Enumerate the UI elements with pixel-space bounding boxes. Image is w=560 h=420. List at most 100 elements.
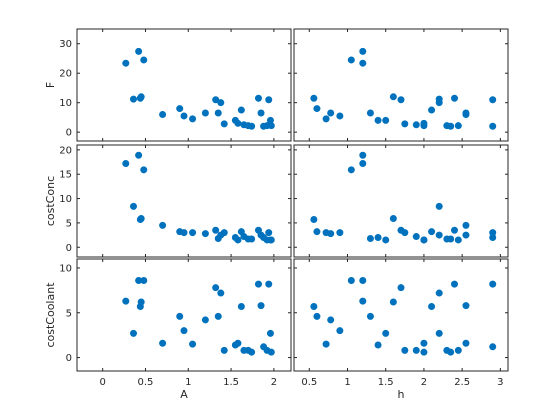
x-tick-label: 1.5 — [223, 377, 239, 388]
data-point — [248, 122, 256, 130]
data-point — [435, 99, 443, 107]
x-tick-label: 0.5 — [138, 377, 154, 388]
panel-f-vs-a-frame — [76, 28, 292, 142]
data-point — [159, 339, 167, 347]
panel-costconc-vs-a-frame — [76, 144, 292, 258]
data-point — [140, 56, 148, 64]
data-point — [327, 109, 335, 117]
data-point — [265, 96, 273, 104]
y-tick-label: 0 — [66, 243, 72, 254]
y-tick-label: 5 — [66, 218, 72, 229]
data-point — [435, 329, 443, 337]
data-point — [310, 302, 318, 310]
data-point — [234, 236, 242, 244]
data-point — [489, 96, 497, 104]
data-point — [176, 105, 184, 113]
x-tick-label: 2 — [271, 377, 277, 388]
data-point — [389, 298, 397, 306]
data-point — [257, 109, 265, 117]
data-point — [212, 96, 220, 104]
data-point — [313, 228, 321, 236]
data-point — [359, 59, 367, 67]
data-point — [428, 106, 436, 114]
data-point — [265, 280, 273, 288]
data-point — [347, 277, 355, 285]
data-point — [462, 302, 470, 310]
data-point — [212, 284, 220, 292]
data-point — [220, 229, 228, 237]
x-tick-label: 1.5 — [378, 377, 394, 388]
data-point — [122, 297, 130, 305]
data-point — [447, 122, 455, 130]
data-point — [374, 116, 382, 124]
data-point — [322, 115, 330, 123]
data-point — [234, 119, 242, 127]
data-point — [397, 96, 405, 104]
data-point — [129, 202, 137, 210]
data-point — [412, 121, 420, 129]
data-point — [322, 340, 330, 348]
data-point — [336, 327, 344, 335]
data-point — [489, 280, 497, 288]
data-point — [266, 329, 274, 337]
data-point — [359, 297, 367, 305]
data-point — [180, 112, 188, 120]
data-point — [382, 236, 390, 244]
data-point — [454, 122, 462, 130]
data-point — [159, 221, 167, 229]
x-tick-label: 2.5 — [454, 377, 470, 388]
x-tick-label: 3 — [497, 377, 503, 388]
data-point — [214, 109, 222, 117]
data-point — [420, 348, 428, 356]
data-point — [220, 346, 228, 354]
data-point — [359, 277, 367, 285]
data-point — [462, 339, 470, 347]
data-point — [374, 341, 382, 349]
data-point — [135, 47, 143, 55]
data-point — [180, 327, 188, 335]
data-point — [217, 289, 225, 297]
data-point — [135, 151, 143, 159]
y-axis-label-costconc: costConc — [44, 176, 57, 226]
data-point — [159, 110, 167, 118]
data-point — [129, 329, 137, 337]
data-point — [189, 340, 197, 348]
x-tick-label: 2 — [421, 377, 427, 388]
data-point — [201, 316, 209, 324]
panel-costconc-vs-h-frame — [293, 144, 509, 258]
y-tick-label: 15 — [59, 170, 72, 181]
data-point — [248, 348, 256, 356]
data-point — [257, 302, 265, 310]
data-point — [336, 112, 344, 120]
data-point — [214, 234, 222, 242]
data-point — [389, 93, 397, 101]
x-tick-label: 1 — [344, 377, 350, 388]
data-point — [234, 339, 242, 347]
data-point — [313, 105, 321, 113]
data-point — [382, 329, 390, 337]
data-point — [347, 56, 355, 64]
data-point — [489, 343, 497, 351]
y-tick-label: 5 — [66, 308, 72, 319]
data-point — [397, 284, 405, 292]
data-point — [189, 115, 197, 123]
data-point — [359, 160, 367, 168]
data-point — [214, 312, 222, 320]
data-point — [310, 94, 318, 102]
data-point — [366, 109, 374, 117]
data-point — [489, 229, 497, 237]
data-point — [336, 229, 344, 237]
data-point — [451, 280, 458, 288]
data-point — [140, 277, 148, 285]
data-point — [420, 339, 428, 347]
data-point — [435, 289, 443, 297]
data-point — [366, 312, 374, 320]
y-axis-label-costcoolant: costCoolant — [44, 282, 57, 348]
data-point — [310, 216, 318, 224]
y-axis-label-f: F — [44, 82, 57, 88]
data-point — [140, 166, 148, 174]
data-point — [248, 235, 256, 243]
data-point — [389, 215, 397, 223]
data-point — [359, 151, 367, 159]
y-tick-label: 10 — [59, 98, 72, 109]
